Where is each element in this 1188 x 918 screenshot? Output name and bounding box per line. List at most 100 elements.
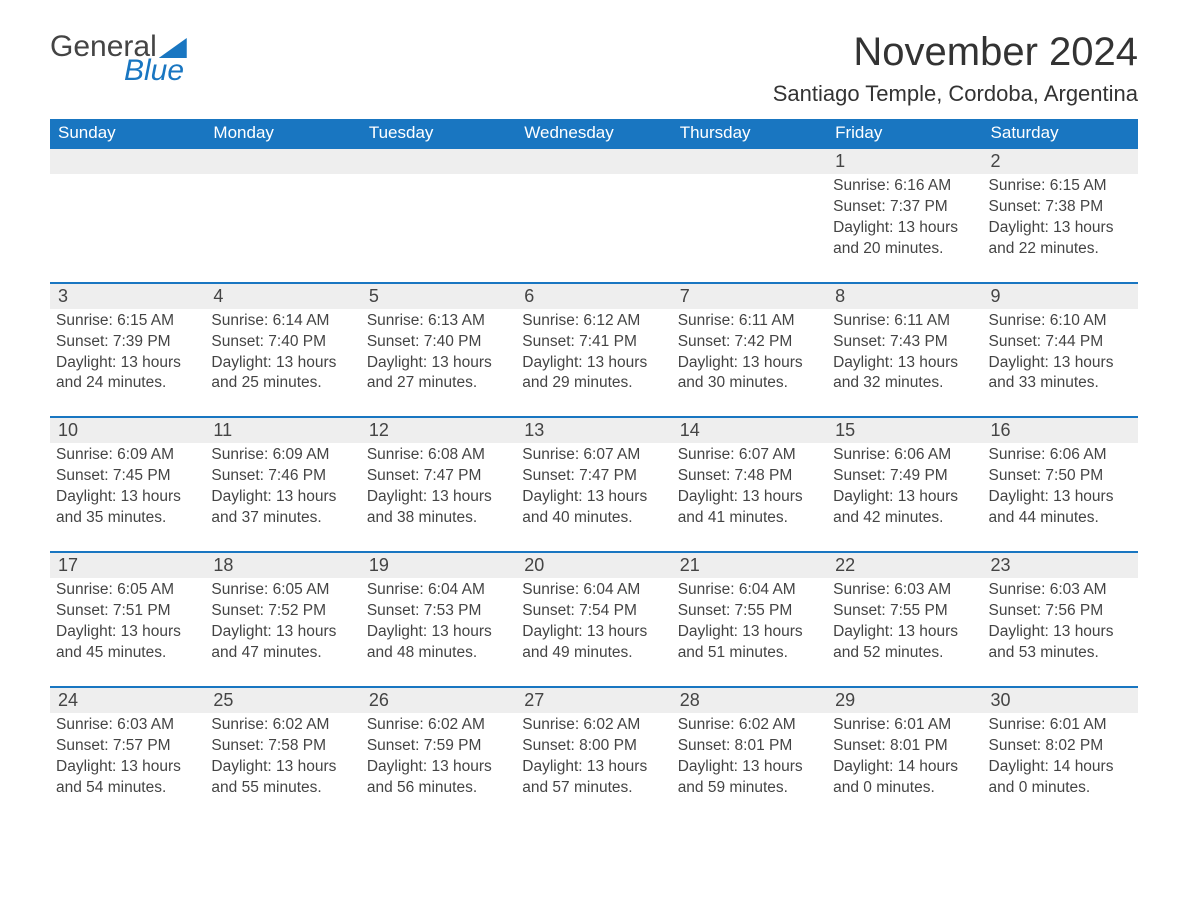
day-header: Tuesday [361, 119, 516, 148]
day-number-cell: 10 [50, 417, 205, 443]
title-block: November 2024 Santiago Temple, Cordoba, … [773, 30, 1138, 111]
day-info: Sunrise: 6:09 AMSunset: 7:46 PMDaylight:… [211, 443, 354, 529]
day-info: Sunrise: 6:03 AMSunset: 7:56 PMDaylight:… [989, 578, 1132, 664]
day-number-cell: 7 [672, 283, 827, 309]
day-number-cell: 18 [205, 552, 360, 578]
day-number-cell: 1 [827, 148, 982, 174]
daynum-row: 17181920212223 [50, 552, 1138, 578]
day-number-cell: 24 [50, 687, 205, 713]
day-number-cell: 30 [983, 687, 1138, 713]
day-number-cell: 9 [983, 283, 1138, 309]
day-info: Sunrise: 6:03 AMSunset: 7:57 PMDaylight:… [56, 713, 199, 799]
day-info-cell: Sunrise: 6:02 AMSunset: 8:00 PMDaylight:… [516, 713, 671, 821]
logo-text-blue: Blue [124, 54, 187, 88]
info-row: Sunrise: 6:09 AMSunset: 7:45 PMDaylight:… [50, 443, 1138, 552]
daynum-row: 10111213141516 [50, 417, 1138, 443]
day-info-cell: Sunrise: 6:02 AMSunset: 7:59 PMDaylight:… [361, 713, 516, 821]
day-info: Sunrise: 6:06 AMSunset: 7:50 PMDaylight:… [989, 443, 1132, 529]
day-number-cell: 2 [983, 148, 1138, 174]
header: General Blue November 2024 Santiago Temp… [50, 30, 1138, 111]
day-info-cell: Sunrise: 6:01 AMSunset: 8:01 PMDaylight:… [827, 713, 982, 821]
day-info-cell: Sunrise: 6:09 AMSunset: 7:45 PMDaylight:… [50, 443, 205, 552]
day-info-cell [516, 174, 671, 283]
day-info-cell: Sunrise: 6:04 AMSunset: 7:55 PMDaylight:… [672, 578, 827, 687]
day-info-cell: Sunrise: 6:03 AMSunset: 7:55 PMDaylight:… [827, 578, 982, 687]
day-number-cell: 25 [205, 687, 360, 713]
day-number-cell: 13 [516, 417, 671, 443]
day-info-cell: Sunrise: 6:11 AMSunset: 7:42 PMDaylight:… [672, 309, 827, 418]
day-info: Sunrise: 6:15 AMSunset: 7:38 PMDaylight:… [989, 174, 1132, 260]
day-info-cell [361, 174, 516, 283]
day-header: Saturday [983, 119, 1138, 148]
day-number-cell [361, 148, 516, 174]
day-info-cell: Sunrise: 6:03 AMSunset: 7:56 PMDaylight:… [983, 578, 1138, 687]
day-info: Sunrise: 6:06 AMSunset: 7:49 PMDaylight:… [833, 443, 976, 529]
day-info: Sunrise: 6:05 AMSunset: 7:52 PMDaylight:… [211, 578, 354, 664]
day-info: Sunrise: 6:13 AMSunset: 7:40 PMDaylight:… [367, 309, 510, 395]
day-info-cell: Sunrise: 6:02 AMSunset: 7:58 PMDaylight:… [205, 713, 360, 821]
day-header: Wednesday [516, 119, 671, 148]
day-info: Sunrise: 6:04 AMSunset: 7:53 PMDaylight:… [367, 578, 510, 664]
day-number-cell: 14 [672, 417, 827, 443]
daynum-row: 12 [50, 148, 1138, 174]
day-info: Sunrise: 6:01 AMSunset: 8:02 PMDaylight:… [989, 713, 1132, 799]
day-number-cell: 23 [983, 552, 1138, 578]
day-info-cell: Sunrise: 6:07 AMSunset: 7:48 PMDaylight:… [672, 443, 827, 552]
day-number-cell: 27 [516, 687, 671, 713]
day-header-row: SundayMondayTuesdayWednesdayThursdayFrid… [50, 119, 1138, 148]
day-info-cell [50, 174, 205, 283]
info-row: Sunrise: 6:05 AMSunset: 7:51 PMDaylight:… [50, 578, 1138, 687]
day-info-cell: Sunrise: 6:03 AMSunset: 7:57 PMDaylight:… [50, 713, 205, 821]
month-title: November 2024 [773, 30, 1138, 75]
day-number-cell: 4 [205, 283, 360, 309]
day-info: Sunrise: 6:02 AMSunset: 7:58 PMDaylight:… [211, 713, 354, 799]
day-info: Sunrise: 6:11 AMSunset: 7:43 PMDaylight:… [833, 309, 976, 395]
day-number-cell [672, 148, 827, 174]
day-number-cell: 22 [827, 552, 982, 578]
day-info: Sunrise: 6:04 AMSunset: 7:55 PMDaylight:… [678, 578, 821, 664]
day-info-cell: Sunrise: 6:05 AMSunset: 7:52 PMDaylight:… [205, 578, 360, 687]
day-info-cell: Sunrise: 6:13 AMSunset: 7:40 PMDaylight:… [361, 309, 516, 418]
day-number-cell [516, 148, 671, 174]
day-number-cell: 21 [672, 552, 827, 578]
location: Santiago Temple, Cordoba, Argentina [773, 81, 1138, 107]
day-number-cell: 11 [205, 417, 360, 443]
day-info: Sunrise: 6:15 AMSunset: 7:39 PMDaylight:… [56, 309, 199, 395]
day-info: Sunrise: 6:07 AMSunset: 7:47 PMDaylight:… [522, 443, 665, 529]
day-info: Sunrise: 6:14 AMSunset: 7:40 PMDaylight:… [211, 309, 354, 395]
day-info: Sunrise: 6:10 AMSunset: 7:44 PMDaylight:… [989, 309, 1132, 395]
day-info-cell: Sunrise: 6:12 AMSunset: 7:41 PMDaylight:… [516, 309, 671, 418]
day-info: Sunrise: 6:01 AMSunset: 8:01 PMDaylight:… [833, 713, 976, 799]
day-info-cell: Sunrise: 6:04 AMSunset: 7:54 PMDaylight:… [516, 578, 671, 687]
day-info-cell: Sunrise: 6:05 AMSunset: 7:51 PMDaylight:… [50, 578, 205, 687]
info-row: Sunrise: 6:16 AMSunset: 7:37 PMDaylight:… [50, 174, 1138, 283]
day-number-cell: 3 [50, 283, 205, 309]
day-info: Sunrise: 6:11 AMSunset: 7:42 PMDaylight:… [678, 309, 821, 395]
daynum-row: 24252627282930 [50, 687, 1138, 713]
day-number-cell [205, 148, 360, 174]
day-number-cell [50, 148, 205, 174]
day-info-cell [205, 174, 360, 283]
day-info: Sunrise: 6:12 AMSunset: 7:41 PMDaylight:… [522, 309, 665, 395]
day-info: Sunrise: 6:04 AMSunset: 7:54 PMDaylight:… [522, 578, 665, 664]
day-info: Sunrise: 6:02 AMSunset: 8:00 PMDaylight:… [522, 713, 665, 799]
day-info: Sunrise: 6:02 AMSunset: 7:59 PMDaylight:… [367, 713, 510, 799]
day-info-cell: Sunrise: 6:07 AMSunset: 7:47 PMDaylight:… [516, 443, 671, 552]
day-number-cell: 20 [516, 552, 671, 578]
day-info-cell [672, 174, 827, 283]
day-header: Monday [205, 119, 360, 148]
info-row: Sunrise: 6:03 AMSunset: 7:57 PMDaylight:… [50, 713, 1138, 821]
calendar-table: SundayMondayTuesdayWednesdayThursdayFrid… [50, 119, 1138, 820]
day-info-cell: Sunrise: 6:01 AMSunset: 8:02 PMDaylight:… [983, 713, 1138, 821]
day-number-cell: 15 [827, 417, 982, 443]
day-header: Friday [827, 119, 982, 148]
day-info-cell: Sunrise: 6:06 AMSunset: 7:49 PMDaylight:… [827, 443, 982, 552]
day-info-cell: Sunrise: 6:04 AMSunset: 7:53 PMDaylight:… [361, 578, 516, 687]
day-info: Sunrise: 6:08 AMSunset: 7:47 PMDaylight:… [367, 443, 510, 529]
day-number-cell: 19 [361, 552, 516, 578]
day-info: Sunrise: 6:07 AMSunset: 7:48 PMDaylight:… [678, 443, 821, 529]
day-info-cell: Sunrise: 6:10 AMSunset: 7:44 PMDaylight:… [983, 309, 1138, 418]
day-info: Sunrise: 6:16 AMSunset: 7:37 PMDaylight:… [833, 174, 976, 260]
day-header: Thursday [672, 119, 827, 148]
day-info-cell: Sunrise: 6:16 AMSunset: 7:37 PMDaylight:… [827, 174, 982, 283]
